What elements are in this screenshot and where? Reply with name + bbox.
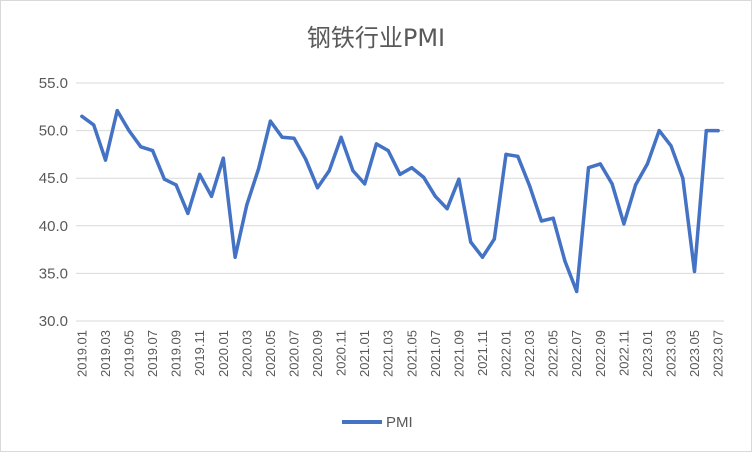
data-point bbox=[339, 135, 343, 139]
x-tick-label: 2023.03 bbox=[663, 330, 678, 377]
x-tick-label: 2020.03 bbox=[239, 330, 254, 377]
y-tick-label: 30.0 bbox=[39, 313, 68, 330]
series-layer bbox=[80, 108, 720, 294]
data-point bbox=[221, 156, 225, 160]
y-tick-label: 55.0 bbox=[39, 75, 68, 92]
data-point bbox=[457, 177, 461, 181]
data-point bbox=[634, 183, 638, 187]
data-point bbox=[315, 186, 320, 190]
data-point bbox=[162, 177, 166, 181]
data-point bbox=[551, 216, 555, 220]
x-tick-label: 2019.09 bbox=[169, 330, 184, 377]
x-tick-label: 2021.05 bbox=[404, 330, 419, 377]
data-point bbox=[103, 158, 108, 162]
x-tick-label: 2021.09 bbox=[451, 330, 466, 377]
x-tick-label: 2020.09 bbox=[310, 330, 325, 377]
data-point bbox=[233, 255, 237, 259]
data-point bbox=[351, 169, 355, 173]
data-point bbox=[480, 255, 485, 259]
y-tick-label: 45.0 bbox=[39, 170, 68, 187]
data-point bbox=[410, 166, 414, 170]
y-tick-label: 50.0 bbox=[39, 123, 68, 140]
data-point bbox=[209, 194, 214, 198]
data-point bbox=[704, 129, 708, 133]
x-tick-label: 2020.11 bbox=[334, 330, 349, 376]
x-tick-label: 2021.03 bbox=[381, 330, 396, 377]
data-point bbox=[292, 136, 296, 140]
data-point bbox=[374, 142, 378, 146]
data-point bbox=[268, 119, 272, 123]
data-point bbox=[492, 237, 496, 241]
data-point bbox=[422, 175, 426, 179]
x-tick-label: 2021.11 bbox=[475, 330, 490, 376]
data-point bbox=[398, 172, 402, 176]
legend: PMI bbox=[342, 414, 413, 431]
data-point bbox=[563, 259, 567, 263]
x-tick-label: 2021.01 bbox=[357, 330, 372, 377]
x-axis-ticks: 2019.01 2019.03 2019.05 2019.07 2019.09 2019.… bbox=[74, 330, 725, 377]
x-tick-label: 2022.01 bbox=[499, 330, 514, 377]
data-point bbox=[80, 114, 84, 118]
data-point bbox=[363, 182, 367, 186]
y-axis-ticks: 30.0 35.0 40.0 45.0 50.0 55.0 bbox=[39, 75, 68, 330]
data-point bbox=[115, 109, 119, 113]
series-line-pmi bbox=[80, 108, 720, 294]
data-point bbox=[139, 145, 143, 149]
x-tick-label: 2022.03 bbox=[522, 330, 537, 377]
x-tick-label: 2020.05 bbox=[263, 330, 278, 377]
x-tick-label: 2019.01 bbox=[74, 330, 89, 377]
data-point bbox=[598, 162, 602, 166]
data-point bbox=[433, 194, 437, 198]
data-point bbox=[504, 152, 508, 156]
x-tick-label: 2023.05 bbox=[687, 330, 702, 377]
data-point bbox=[198, 172, 202, 176]
data-point bbox=[304, 157, 308, 161]
data-point bbox=[92, 123, 96, 127]
x-tick-label: 2022.11 bbox=[616, 330, 631, 376]
x-tick-label: 2019.11 bbox=[192, 330, 207, 376]
data-point bbox=[127, 129, 131, 133]
x-tick-label: 2020.07 bbox=[286, 330, 301, 377]
data-point bbox=[669, 144, 673, 148]
data-point bbox=[528, 184, 532, 188]
data-point bbox=[174, 183, 178, 187]
x-tick-label: 2022.05 bbox=[546, 330, 561, 377]
data-point bbox=[539, 219, 544, 223]
data-point bbox=[280, 135, 284, 139]
data-point bbox=[610, 182, 614, 186]
x-tick-label: 2019.05 bbox=[122, 330, 137, 377]
data-point bbox=[327, 169, 331, 173]
x-tick-label: 2023.07 bbox=[711, 330, 726, 377]
data-point bbox=[245, 203, 249, 207]
x-tick-label: 2022.07 bbox=[569, 330, 584, 377]
y-tick-label: 35.0 bbox=[39, 265, 68, 282]
data-point bbox=[575, 289, 579, 294]
data-point bbox=[657, 129, 661, 133]
chart-title: 钢铁行业PMI bbox=[307, 24, 445, 52]
data-point bbox=[151, 149, 155, 153]
data-point bbox=[386, 149, 390, 153]
data-point bbox=[645, 162, 650, 166]
data-point bbox=[469, 240, 473, 244]
data-point bbox=[586, 166, 591, 170]
gridlines bbox=[76, 82, 724, 322]
data-point bbox=[692, 269, 697, 274]
data-point bbox=[681, 176, 685, 180]
x-tick-label: 2020.01 bbox=[216, 330, 231, 377]
x-tick-label: 2019.03 bbox=[98, 330, 113, 377]
data-point bbox=[716, 129, 720, 133]
legend-label: PMI bbox=[386, 414, 413, 431]
x-tick-label: 2021.07 bbox=[428, 330, 443, 377]
x-tick-label: 2019.07 bbox=[145, 330, 160, 377]
data-point bbox=[445, 207, 449, 211]
data-point bbox=[186, 211, 190, 215]
x-tick-label: 2023.01 bbox=[640, 330, 655, 377]
data-point bbox=[622, 222, 626, 226]
data-point bbox=[516, 154, 520, 158]
x-tick-label: 2022.09 bbox=[593, 330, 608, 377]
data-point bbox=[257, 167, 261, 171]
y-tick-label: 40.0 bbox=[39, 218, 68, 235]
